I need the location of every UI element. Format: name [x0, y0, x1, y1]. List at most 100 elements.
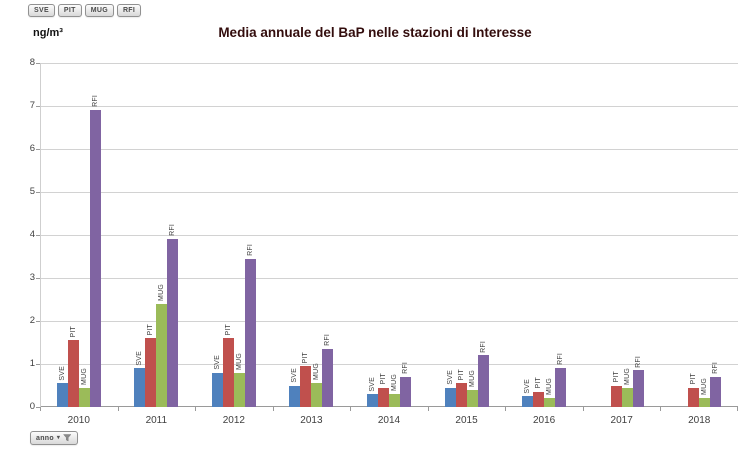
bar-sve-2014 — [367, 394, 378, 407]
y-axis-tick — [36, 148, 40, 150]
gridline — [40, 234, 738, 236]
bar-series-label: PIT — [147, 323, 155, 336]
bar-rfi-2012 — [244, 258, 256, 407]
filter-funnel-icon — [63, 434, 72, 442]
bar-series-label: RFI — [246, 243, 254, 256]
bar-series-label: PIT — [535, 377, 543, 389]
x-axis-tick — [273, 407, 274, 411]
bar-sve-2013 — [289, 385, 301, 407]
bar-mug-2015 — [466, 389, 478, 407]
bar-series-label: MUG — [391, 374, 398, 392]
bar-series-label: RFI — [634, 355, 642, 368]
y-axis-unit-label: ng/m³ — [33, 27, 63, 39]
bar-rfi-2011 — [167, 239, 179, 407]
bar-series-label: PIT — [380, 373, 387, 385]
x-axis-tick — [660, 407, 661, 411]
bar-sve-2012 — [211, 372, 223, 407]
bar-rfi-2010 — [89, 110, 101, 407]
bar-series-label: SVE — [446, 370, 454, 385]
y-axis-tick — [36, 191, 40, 193]
x-axis-category-label: 2015 — [455, 415, 478, 426]
bar-series-label: SVE — [213, 355, 221, 370]
bar-rfi-2017 — [632, 370, 644, 407]
axis-field-button-anno[interactable]: anno ▾ — [30, 431, 79, 445]
bar-pit-2014 — [378, 387, 389, 407]
gridline — [40, 191, 738, 193]
y-axis-tick-label: 2 — [29, 315, 35, 326]
series-field-buttons: SVE PIT MUG RFI — [28, 4, 142, 17]
field-button-sve[interactable]: SVE — [28, 4, 55, 17]
x-axis-category-label: 2017 — [610, 415, 633, 426]
bar-series-label: MUG — [235, 352, 243, 370]
bar-mug-2013 — [311, 383, 323, 407]
bar-series-label: SVE — [136, 350, 144, 366]
bar-series-label: MUG — [80, 367, 88, 385]
bar-pit-2010 — [67, 340, 79, 407]
gridline — [40, 105, 738, 107]
bar-mug-2012 — [233, 372, 245, 407]
x-axis-tick — [583, 407, 584, 411]
bar-series-label: MUG — [701, 378, 709, 396]
bar-series-label: PIT — [224, 323, 232, 336]
bar-series-label: RFI — [91, 95, 99, 108]
y-axis-tick-label: 7 — [29, 100, 35, 111]
x-axis-tick — [505, 407, 506, 411]
bar-mug-2017 — [621, 387, 633, 407]
x-axis-tick — [195, 407, 196, 411]
field-button-mug[interactable]: MUG — [84, 4, 114, 17]
bar-series-label: RFI — [557, 353, 565, 366]
bar-series-label: MUG — [468, 369, 476, 387]
y-axis-tick — [36, 105, 40, 107]
bar-mug-2010 — [78, 387, 90, 407]
axis-field-button-label: anno — [36, 434, 54, 442]
bar-series-label: MUG — [158, 283, 166, 301]
bar-series-label: RFI — [712, 362, 720, 374]
bar-rfi-2013 — [322, 348, 334, 407]
x-axis-category-label: 2018 — [688, 415, 711, 426]
x-axis-tick — [118, 407, 119, 411]
x-axis-category-label: 2011 — [145, 415, 168, 426]
x-axis-tick — [428, 407, 429, 411]
bar-series-label: RFI — [169, 224, 177, 237]
bar-pit-2015 — [455, 383, 467, 407]
bar-mug-2018 — [699, 398, 711, 407]
y-axis-tick-label: 4 — [29, 229, 35, 240]
bar-sve-2010 — [56, 383, 68, 407]
y-axis-tick-label: 6 — [29, 143, 35, 154]
bar-pit-2011 — [145, 338, 157, 407]
y-axis-tick-label: 5 — [29, 186, 35, 197]
bar-mug-2011 — [156, 303, 168, 407]
bar-series-label: PIT — [457, 368, 465, 381]
y-axis-line — [40, 63, 41, 407]
bar-series-label: SVE — [58, 365, 66, 381]
field-button-rfi[interactable]: RFI — [116, 4, 142, 17]
bar-series-label: RFI — [479, 340, 487, 353]
x-axis-category-label: 2016 — [532, 415, 556, 426]
x-axis-category-label: 2013 — [300, 415, 323, 426]
y-axis-tick-label: 1 — [29, 358, 35, 369]
y-axis-tick — [36, 62, 40, 64]
bar-pit-2018 — [688, 387, 700, 407]
bar-series-label: PIT — [69, 325, 77, 338]
x-axis-tick — [350, 407, 351, 411]
x-axis-tick — [737, 407, 738, 411]
dropdown-caret-icon: ▾ — [56, 435, 61, 441]
y-axis-tick — [36, 234, 40, 236]
x-axis-category-label: 2014 — [377, 415, 401, 426]
bar-pit-2012 — [222, 338, 234, 407]
field-button-pit[interactable]: PIT — [57, 4, 82, 17]
bar-series-label: PIT — [690, 373, 698, 385]
gridline — [40, 277, 738, 279]
bar-series-label: PIT — [612, 371, 620, 383]
bar-pit-2016 — [533, 391, 545, 407]
bar-pit-2013 — [300, 366, 312, 407]
bar-rfi-2016 — [555, 368, 567, 407]
plot-area: 0 1 2 3 4 5 6 7 8 2010 2011 2012 2013 2014 2015 2016 201… — [30, 57, 738, 426]
y-axis-tick-label: 3 — [29, 272, 35, 283]
gridline — [40, 62, 738, 64]
gridline — [40, 148, 738, 150]
bar-sve-2015 — [444, 387, 456, 407]
bar-series-label: RFI — [324, 334, 332, 346]
bar-series-label: SVE — [524, 378, 532, 394]
